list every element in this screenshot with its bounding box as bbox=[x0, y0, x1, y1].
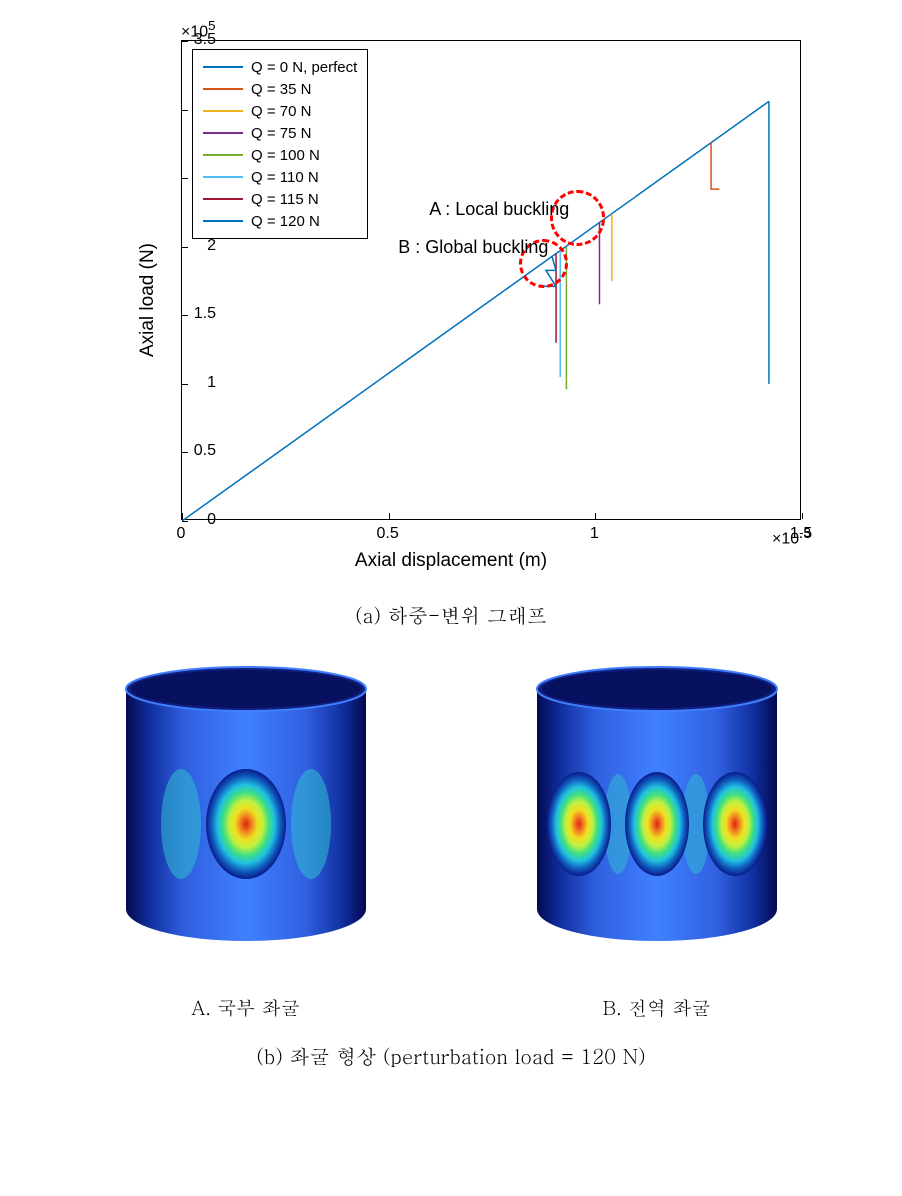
y-tick: 0 bbox=[207, 511, 216, 529]
plot-area: Q = 0 N, perfectQ = 35 NQ = 70 NQ = 75 N… bbox=[181, 40, 801, 520]
buckling-images-row: A. 국부 좌굴 B. 전역 좌굴 bbox=[40, 659, 862, 1021]
legend-item: Q = 35 N bbox=[203, 78, 357, 100]
global-buckling-label: B. 전역 좌굴 bbox=[477, 994, 837, 1021]
annotation-label: B : Global buckling bbox=[398, 237, 548, 258]
legend-item: Q = 110 N bbox=[203, 166, 357, 188]
local-buckling-image bbox=[96, 659, 396, 949]
legend-item: Q = 115 N bbox=[203, 188, 357, 210]
x-axis-label: Axial displacement (m) bbox=[355, 550, 547, 572]
y-axis-label: Axial load (N) bbox=[137, 243, 159, 357]
load-displacement-chart: Axial load (N) ×105 Q = 0 N, perfectQ = … bbox=[61, 20, 841, 580]
y-tick: 3.5 bbox=[194, 31, 216, 49]
y-tick: 0.5 bbox=[194, 442, 216, 460]
caption-a: (a) 하중-변위 그래프 bbox=[40, 600, 862, 629]
y-tick: 1.5 bbox=[194, 305, 216, 323]
y-tick: 1 bbox=[207, 374, 216, 392]
legend-item: Q = 0 N, perfect bbox=[203, 56, 357, 78]
legend-item: Q = 70 N bbox=[203, 100, 357, 122]
x-tick: 0.5 bbox=[377, 525, 399, 543]
x-exponent: ×10-3 bbox=[772, 525, 811, 548]
local-buckling-box: A. 국부 좌굴 bbox=[66, 659, 426, 1021]
legend-item: Q = 75 N bbox=[203, 122, 357, 144]
global-buckling-box: B. 전역 좌굴 bbox=[477, 659, 837, 1021]
y-tick: 2 bbox=[207, 237, 216, 255]
x-tick: 0 bbox=[177, 525, 186, 543]
x-tick: 1 bbox=[590, 525, 599, 543]
annotation-label: A : Local buckling bbox=[429, 199, 569, 220]
legend: Q = 0 N, perfectQ = 35 NQ = 70 NQ = 75 N… bbox=[192, 49, 368, 239]
legend-item: Q = 120 N bbox=[203, 210, 357, 232]
global-buckling-image bbox=[507, 659, 807, 949]
caption-b: (b) 좌굴 형상 (perturbation load = 120 N) bbox=[40, 1041, 862, 1070]
legend-item: Q = 100 N bbox=[203, 144, 357, 166]
local-buckling-label: A. 국부 좌굴 bbox=[66, 994, 426, 1021]
